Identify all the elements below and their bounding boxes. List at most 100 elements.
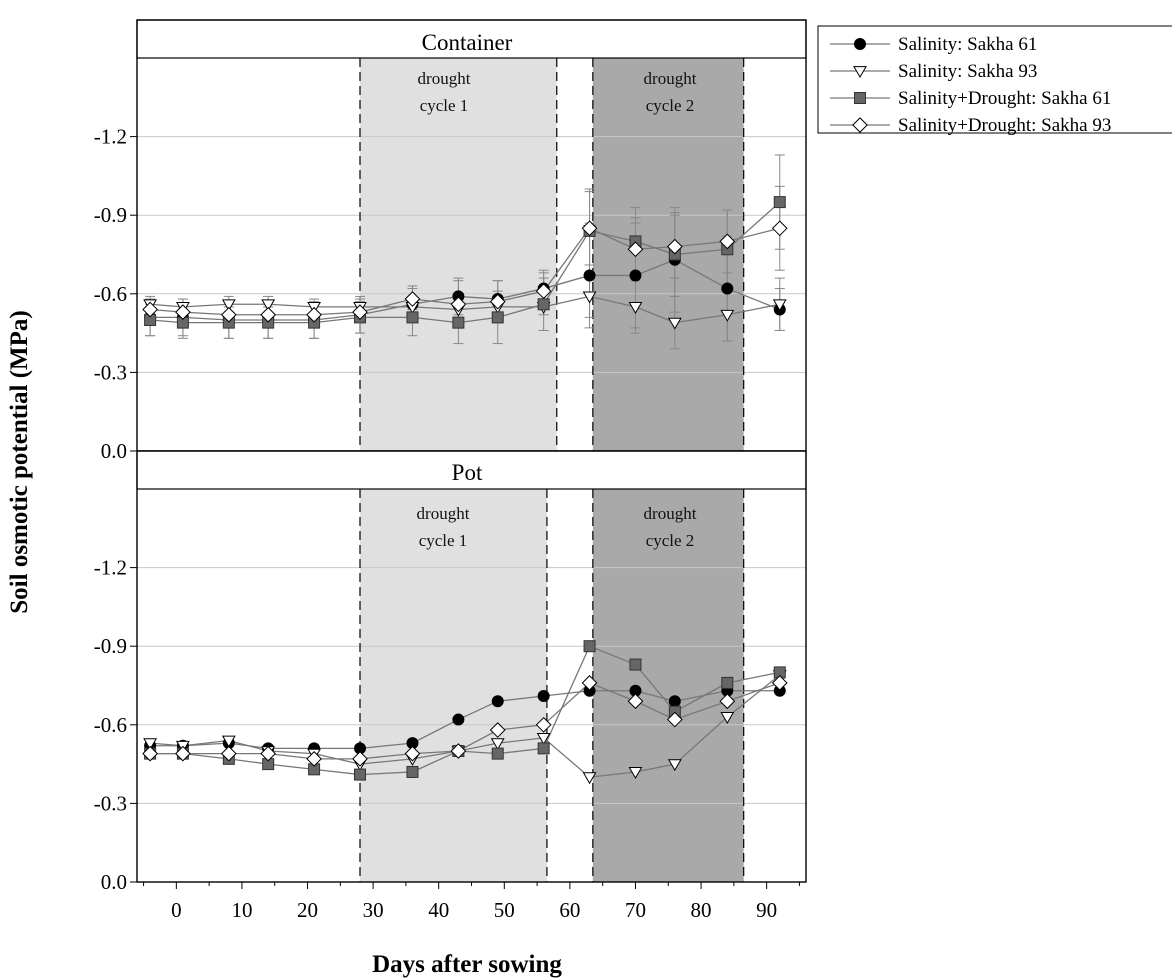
point-0-1-13 — [720, 309, 735, 322]
point-1-3-0 — [142, 745, 158, 762]
point-1-1-11 — [628, 767, 643, 780]
y-tick-label-0-1: -0.3 — [94, 360, 127, 384]
point-1-3-1 — [175, 745, 191, 762]
point-0-3-6 — [404, 291, 421, 307]
x-tick-label-0: 0 — [171, 898, 182, 922]
point-0-1-2 — [221, 299, 236, 312]
point-1-1-0 — [143, 738, 158, 751]
point-1-1-9 — [536, 733, 551, 745]
shade-label-container-1b: cycle 1 — [420, 96, 469, 115]
y-tick-label-0-0: 0.0 — [101, 439, 127, 463]
legend-marker-0 — [854, 38, 866, 50]
shade-label-pot-1b: cycle 1 — [419, 531, 468, 550]
point-1-1-2 — [221, 735, 236, 748]
drought-region-1-1 — [592, 489, 744, 882]
legend-marker-2 — [854, 92, 866, 104]
point-1-0-9 — [537, 689, 550, 702]
point-1-2-11 — [629, 658, 642, 671]
point-0-1-12 — [667, 317, 682, 330]
point-0-3-3 — [260, 306, 277, 323]
legend: Salinity: Sakha 61 Salinity: Sakha 93 Sa… — [817, 25, 1172, 136]
point-0-3-2 — [220, 306, 237, 323]
shade-label-container-2b: cycle 2 — [646, 96, 695, 115]
point-1-3-8 — [489, 722, 506, 738]
x-tick-label-1: 10 — [231, 898, 252, 922]
point-1-3-12 — [666, 711, 683, 728]
point-0-3-4 — [306, 306, 322, 323]
y-tick-label-1-2: -0.6 — [94, 713, 127, 737]
point-0-2-9 — [537, 298, 550, 311]
point-0-3-7 — [450, 296, 467, 313]
point-0-1-11 — [628, 302, 643, 314]
point-1-2-13 — [721, 676, 734, 689]
point-1-2-5 — [354, 768, 366, 781]
shade-label-pot-2a: drought — [644, 504, 697, 523]
y-tick-label-0-3: -0.9 — [94, 203, 127, 227]
point-0-3-5 — [352, 304, 368, 320]
point-0-3-11 — [627, 241, 644, 258]
shade-label-container-2a: drought — [644, 69, 697, 88]
point-1-2-9 — [537, 742, 550, 755]
y-axis-title: Soil osmotic potential (MPa) — [6, 310, 33, 613]
point-1-3-10 — [581, 675, 598, 691]
point-0-0-13 — [721, 282, 734, 295]
y-tick-label-1-1: -0.3 — [94, 791, 127, 815]
point-0-1-10 — [582, 291, 597, 304]
y-tick-label-0-4: -1.2 — [94, 125, 127, 149]
point-0-1-14 — [772, 299, 787, 312]
x-tick-label-7: 70 — [625, 898, 646, 922]
point-1-3-2 — [220, 745, 237, 762]
point-0-2-6 — [406, 311, 419, 324]
x-tick-label-3: 30 — [363, 898, 384, 922]
legend-marker-1 — [853, 66, 867, 79]
drought-region-0-0 — [360, 58, 557, 451]
point-0-3-14 — [771, 220, 788, 237]
point-0-3-12 — [666, 238, 683, 255]
y-tick-label-1-4: -1.2 — [94, 556, 127, 580]
point-0-0-11 — [629, 269, 642, 282]
point-0-3-1 — [175, 304, 191, 320]
point-1-3-5 — [352, 751, 368, 767]
x-tick-label-2: 20 — [297, 898, 318, 922]
point-1-2-10 — [583, 640, 596, 653]
point-1-3-13 — [719, 693, 736, 710]
legend-marker-3 — [852, 117, 868, 133]
point-1-2-6 — [406, 765, 419, 778]
x-tick-label-4: 40 — [428, 898, 449, 922]
legend-label-4: Salinity+Drought: Sakha 93 — [898, 115, 1111, 136]
point-1-1-12 — [667, 759, 682, 772]
y-tick-label-1-3: -0.9 — [94, 634, 127, 658]
point-1-1-13 — [720, 712, 735, 724]
x-tick-label-6: 60 — [559, 898, 580, 922]
point-0-3-8 — [489, 293, 506, 310]
panel-title-container: Container — [422, 30, 513, 55]
point-1-1-8 — [490, 738, 505, 751]
plot-layer: 0.0 -0.3 -0.6 -0.9 -1.2 0.0 -0.3 -0.6 -0.9 -1.2 0 1… — [94, 19, 807, 922]
panel-title-pot: Pot — [452, 460, 483, 485]
point-0-2-8 — [491, 311, 504, 324]
point-0-1-3 — [261, 299, 276, 312]
legend-label-3: Salinity+Drought: Sakha 61 — [898, 88, 1111, 109]
point-0-2-7 — [452, 316, 465, 329]
point-0-3-10 — [581, 220, 598, 237]
drought-region-1-0 — [360, 489, 547, 882]
point-1-0-7 — [452, 713, 465, 726]
point-1-0-12 — [668, 695, 681, 708]
point-0-3-9 — [535, 283, 552, 300]
x-tick-label-5: 50 — [494, 898, 515, 922]
point-1-2-8 — [491, 747, 504, 760]
legend-label-2: Salinity: Sakha 93 — [898, 61, 1037, 82]
point-0-3-0 — [142, 301, 158, 318]
shade-label-pot-2b: cycle 2 — [646, 531, 695, 550]
point-1-3-4 — [306, 751, 322, 767]
point-1-1-10 — [582, 772, 597, 785]
point-0-2-14 — [773, 196, 786, 209]
point-1-3-9 — [535, 716, 552, 733]
shade-label-container-1a: drought — [418, 69, 471, 88]
drought-region-0-1 — [592, 58, 744, 451]
point-0-0-10 — [583, 269, 596, 282]
legend-label-1: Salinity: Sakha 61 — [898, 34, 1037, 55]
x-tick-label-8: 80 — [691, 898, 712, 922]
x-axis-title: Days after sowing — [372, 951, 562, 978]
point-1-3-14 — [771, 675, 788, 691]
